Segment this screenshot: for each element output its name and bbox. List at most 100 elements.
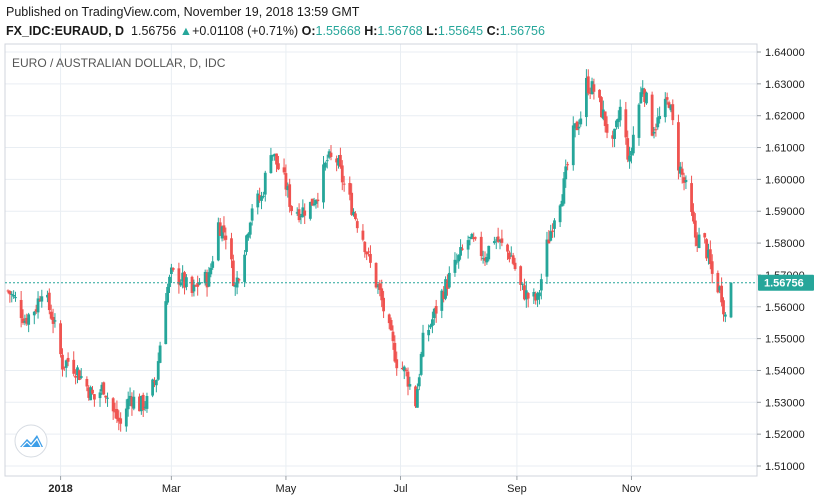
candle-body: [51, 317, 55, 324]
price-tick-label: 1.55000: [765, 334, 805, 346]
tradingview-logo-icon[interactable]: [14, 424, 48, 458]
candle-body: [12, 295, 16, 297]
price-tick-label: 1.51000: [765, 461, 805, 473]
candle-body: [395, 359, 399, 369]
candle-body: [707, 249, 710, 258]
candle-body: [126, 398, 130, 410]
candle-body: [481, 258, 485, 260]
candle-body: [218, 222, 222, 236]
candle-body: [667, 102, 671, 108]
candle-body: [631, 134, 635, 154]
candle-body: [624, 109, 628, 138]
candle-body: [382, 297, 385, 312]
candle-body: [106, 397, 109, 399]
candle-body: [680, 168, 684, 175]
candle-body: [693, 220, 697, 238]
time-tick-label: Nov: [622, 483, 642, 495]
candle-body: [404, 369, 408, 371]
price-tick-label: 1.61000: [765, 143, 805, 155]
symbol-name[interactable]: FX_IDC:EURAUD, D: [6, 24, 125, 38]
candle-body: [164, 301, 168, 345]
candle-body: [708, 249, 712, 265]
candle-body: [49, 311, 53, 319]
candle-body: [207, 272, 211, 287]
candle-body: [506, 244, 509, 252]
candle-body: [329, 152, 333, 157]
candle-body: [600, 97, 603, 118]
time-tick-label: Jul: [393, 483, 407, 495]
candle-body: [59, 323, 62, 355]
candle-body: [337, 158, 340, 166]
candle-body: [209, 267, 213, 275]
candle-body: [138, 396, 141, 412]
candle-body: [705, 239, 708, 259]
candle-body: [284, 173, 288, 190]
candle-body: [671, 104, 675, 121]
candle-body: [639, 92, 643, 104]
candle-body: [77, 370, 81, 380]
candle-body: [325, 160, 329, 162]
candle-body: [61, 354, 64, 370]
candle-body: [245, 235, 248, 252]
last-price-label: 1.56756: [764, 278, 804, 290]
candle-body: [74, 376, 78, 378]
candle-body: [230, 238, 233, 260]
candle-body: [652, 132, 656, 134]
candle-body: [194, 285, 198, 287]
candle-body: [400, 367, 404, 370]
candle-body: [348, 183, 352, 195]
time-tick-label: Sep: [507, 483, 527, 495]
candle-body: [183, 272, 186, 288]
candle-body: [192, 284, 196, 292]
candle-body: [130, 396, 134, 407]
candle-body: [168, 276, 171, 288]
candle-body: [38, 300, 42, 302]
candle-body: [91, 389, 94, 394]
candle-body: [380, 288, 384, 301]
candle-body: [340, 165, 344, 183]
price-tick-label: 1.53000: [765, 397, 805, 409]
candle-body: [408, 384, 412, 387]
candle-body: [275, 153, 278, 165]
price-tick-label: 1.59000: [765, 206, 805, 218]
candle-body: [374, 262, 378, 288]
price-change: +0.01108 (+0.71%): [192, 24, 299, 38]
candle-body: [303, 210, 307, 216]
candle-body: [697, 234, 701, 249]
candle-body: [658, 116, 662, 120]
candle-body: [387, 314, 391, 324]
candle-body: [154, 380, 158, 386]
price-axis[interactable]: 1.64000 1.63000 1.62000 1.61000 1.60000 1.590…: [757, 47, 805, 473]
candle-body: [299, 216, 303, 218]
candle-body: [508, 252, 511, 260]
candle-body: [547, 239, 551, 244]
candle-body: [628, 155, 631, 162]
candle-body: [650, 94, 654, 136]
candle-body: [198, 282, 201, 285]
candle-body: [19, 299, 23, 319]
candle-body: [355, 221, 359, 229]
candle-body: [369, 253, 372, 263]
candle-body: [36, 298, 40, 313]
candle-body: [261, 195, 265, 197]
candle-body: [269, 155, 273, 174]
price-tick-label: 1.58000: [765, 238, 805, 250]
candle-body: [472, 237, 476, 240]
candle-body: [151, 379, 154, 396]
candle-body: [246, 233, 250, 238]
candle-body: [431, 319, 434, 326]
candle-body: [444, 279, 447, 299]
candle-body: [590, 81, 594, 95]
candle-body: [273, 153, 277, 156]
candle-body: [553, 220, 556, 229]
time-axis[interactable]: 2018 Mar May Jul Sep Nov: [48, 476, 642, 495]
candle-body: [102, 382, 106, 395]
candle-body: [494, 239, 498, 241]
candle-body: [288, 184, 292, 207]
candle-body: [263, 172, 267, 195]
candle-body: [335, 158, 339, 163]
candle-body: [630, 150, 633, 156]
candle-body: [256, 193, 260, 208]
candle-body: [190, 276, 194, 293]
